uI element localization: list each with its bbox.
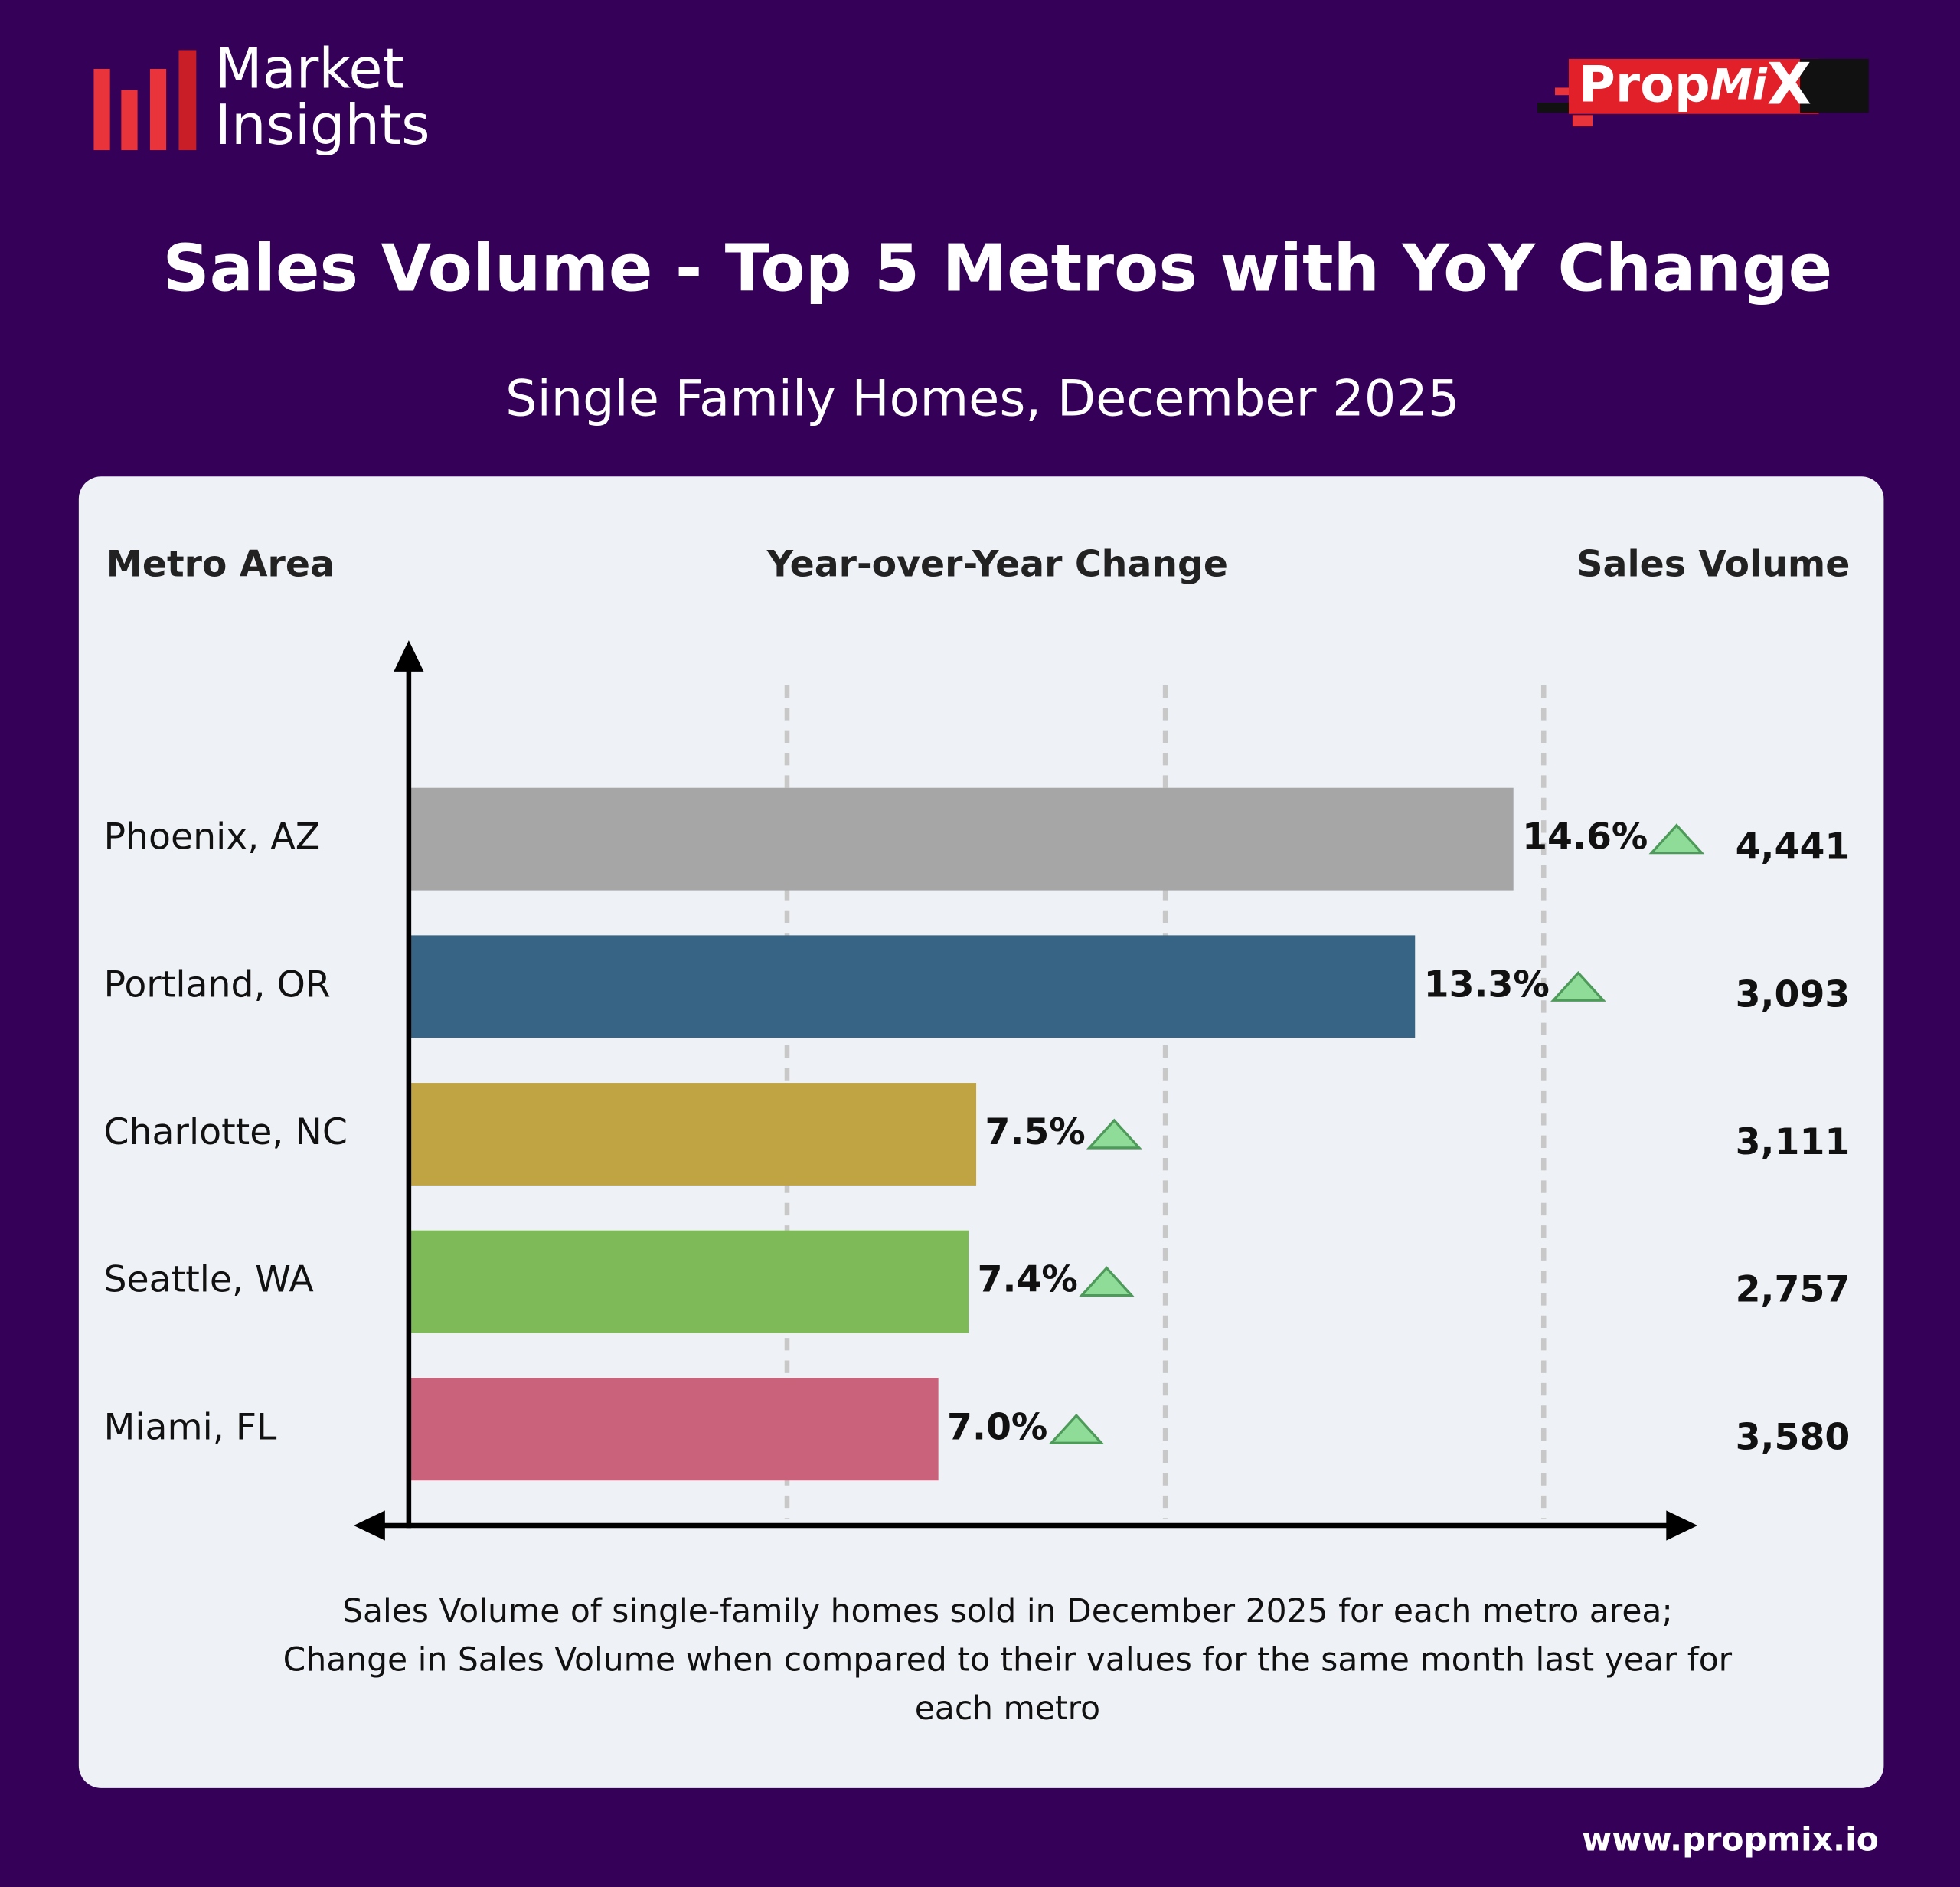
up-arrow xyxy=(1079,1266,1135,1297)
sales-volume: 3,111 xyxy=(1736,1121,1851,1163)
up-arrow xyxy=(1550,970,1606,1002)
value-label: 7.4% xyxy=(978,1259,1078,1301)
logo-part: Mi xyxy=(1710,61,1768,110)
brand-icon xyxy=(93,50,197,151)
footnote: Change in Sales Volume when compared to … xyxy=(283,1641,1733,1679)
category-label: Seattle, WA xyxy=(104,1259,314,1301)
category-label: Phoenix, AZ xyxy=(104,816,321,858)
footnote: each metro xyxy=(915,1690,1100,1728)
value-label: 14.6% xyxy=(1522,816,1648,858)
logo-text: PropMiX xyxy=(1579,50,1811,117)
category-label: Portland, OR xyxy=(104,963,331,1006)
up-arrow xyxy=(1648,823,1705,855)
sales-volume: 3,093 xyxy=(1736,973,1851,1015)
axes xyxy=(354,640,1698,1541)
category-label: Miami, FL xyxy=(104,1406,278,1448)
axis-title: Year-over-Year Change xyxy=(766,544,1228,586)
up-arrow xyxy=(1048,1413,1105,1444)
sales-volume: 4,441 xyxy=(1736,826,1851,868)
plot: Phoenix, AZ 14.6% 4,441 Portland, OR 13.3% 3,… xyxy=(104,685,1851,1519)
bar xyxy=(408,1378,939,1481)
panel xyxy=(78,476,1884,1788)
bar xyxy=(408,1083,977,1186)
logo: PropMiX xyxy=(1537,50,1869,127)
bar xyxy=(408,1230,969,1333)
bar xyxy=(408,935,1416,1038)
chart-title: Sales Volume - Top 5 Metros with YoY Cha… xyxy=(162,231,1832,307)
logo-part: Prop xyxy=(1579,56,1710,114)
website: www.propmix.io xyxy=(1582,1822,1879,1859)
bar xyxy=(408,787,1514,891)
brand-text: Market xyxy=(215,36,404,100)
footnote: Sales Volume of single-family homes sold… xyxy=(342,1593,1673,1630)
sales-volume: 2,757 xyxy=(1736,1269,1851,1311)
chart-subtitle: Single Family Homes, December 2025 xyxy=(505,369,1459,427)
value-label: 7.0% xyxy=(947,1406,1047,1448)
category-label: Charlotte, NC xyxy=(104,1111,348,1153)
up-arrow xyxy=(1086,1118,1142,1150)
brand-text: Insights xyxy=(215,93,430,157)
column-header: Metro Area xyxy=(106,544,335,586)
sales-volume: 3,580 xyxy=(1736,1416,1851,1458)
logo-part: X xyxy=(1767,50,1811,117)
column-header: Sales Volume xyxy=(1576,544,1850,586)
value-label: 7.5% xyxy=(985,1111,1085,1153)
value-label: 13.3% xyxy=(1424,963,1550,1006)
